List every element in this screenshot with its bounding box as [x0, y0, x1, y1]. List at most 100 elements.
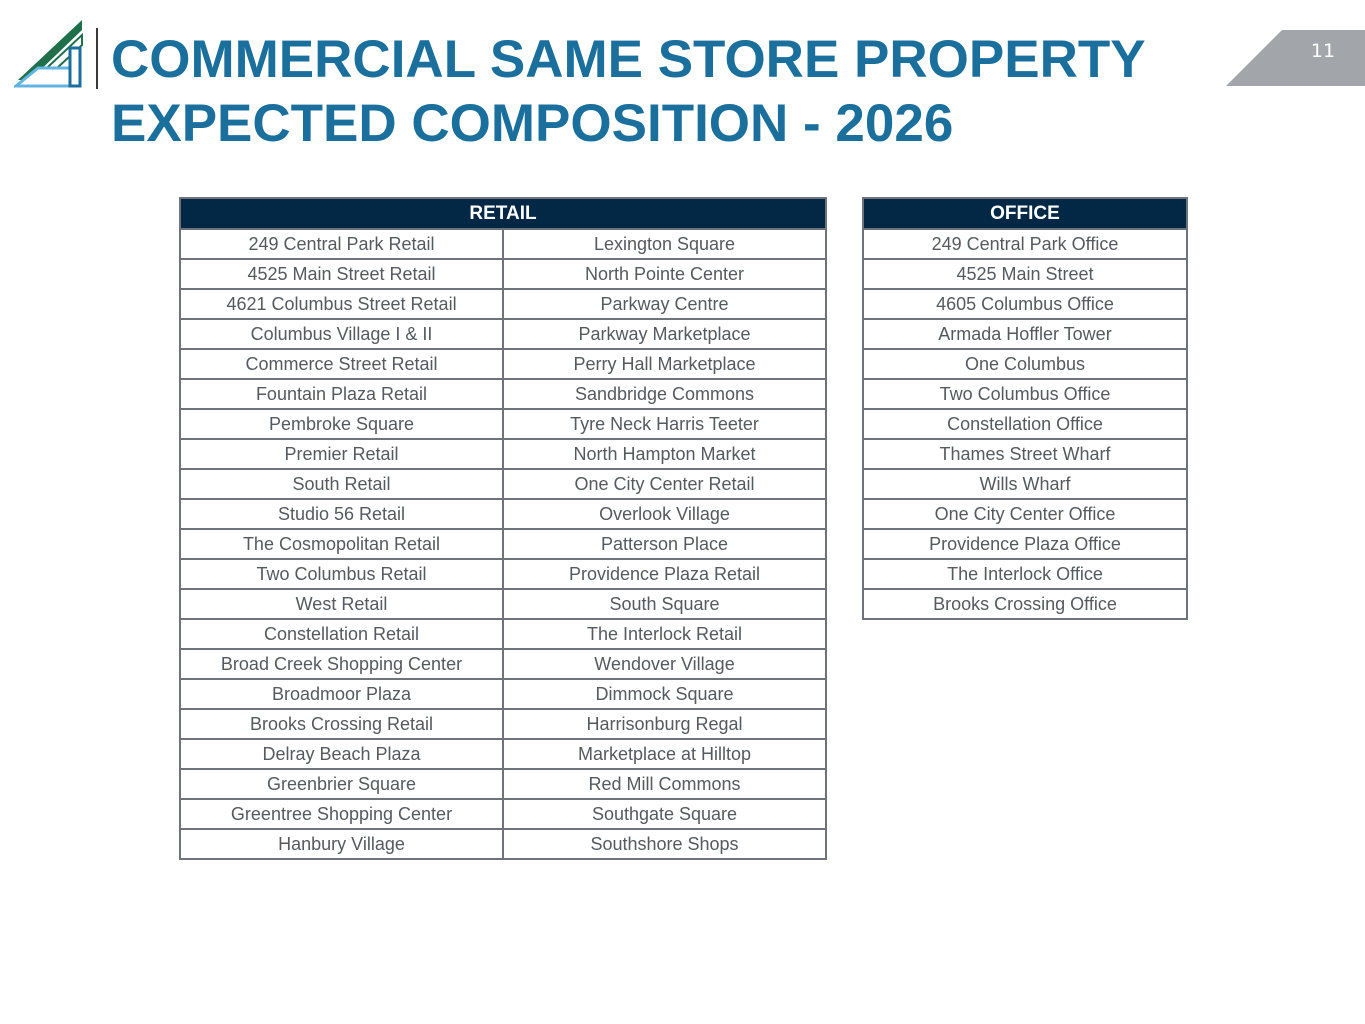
- retail-property-cell: Premier Retail: [179, 438, 504, 470]
- retail-property-cell: Overlook Village: [501, 498, 828, 530]
- table-row: Hanbury Village Southshore Shops: [179, 828, 828, 860]
- retail-property-cell: Hanbury Village: [179, 828, 504, 860]
- retail-property-cell: Delray Beach Plaza: [179, 738, 504, 770]
- table-row: One City Center Office: [862, 498, 1188, 530]
- table-row: Constellation Retail The Interlock Retail: [179, 618, 828, 650]
- retail-property-cell: Studio 56 Retail: [179, 498, 504, 530]
- page-title: COMMERCIAL SAME STORE PROPERTY EXPECTED …: [111, 28, 1146, 156]
- retail-property-cell: Harrisonburg Regal: [501, 708, 828, 740]
- retail-property-cell: Columbus Village I & II: [179, 318, 504, 350]
- office-table-header: OFFICE: [862, 197, 1188, 230]
- table-row: 4621 Columbus Street Retail Parkway Centr…: [179, 288, 828, 320]
- retail-property-cell: Lexington Square: [501, 228, 828, 260]
- page-title-line-2: EXPECTED COMPOSITION - 2026: [111, 94, 954, 153]
- retail-property-cell: Broadmoor Plaza: [179, 678, 504, 710]
- retail-property-cell: The Interlock Retail: [501, 618, 828, 650]
- retail-property-cell: The Cosmopolitan Retail: [179, 528, 504, 560]
- retail-property-cell: Patterson Place: [501, 528, 828, 560]
- office-property-cell: One Columbus: [862, 348, 1188, 380]
- table-row: 4525 Main Street: [862, 258, 1188, 290]
- office-property-cell: One City Center Office: [862, 498, 1188, 530]
- table-row: Two Columbus Office: [862, 378, 1188, 410]
- table-row: Brooks Crossing Retail Harrisonburg Regal: [179, 708, 828, 740]
- office-property-cell: Thames Street Wharf: [862, 438, 1188, 470]
- table-row: Greenbrier Square Red Mill Commons: [179, 768, 828, 800]
- retail-property-cell: 4621 Columbus Street Retail: [179, 288, 504, 320]
- office-property-cell: Constellation Office: [862, 408, 1188, 440]
- page-number-tab: [1226, 30, 1365, 86]
- table-row: 4525 Main Street Retail North Pointe Cent…: [179, 258, 828, 290]
- table-row: Wills Wharf: [862, 468, 1188, 500]
- table-row: Greentree Shopping Center Southgate Squar…: [179, 798, 828, 830]
- retail-property-cell: 249 Central Park Retail: [179, 228, 504, 260]
- retail-property-cell: Sandbridge Commons: [501, 378, 828, 410]
- office-property-cell: 4525 Main Street: [862, 258, 1188, 290]
- table-row: Two Columbus Retail Providence Plaza Reta…: [179, 558, 828, 590]
- table-row: Armada Hoffler Tower: [862, 318, 1188, 350]
- table-row: 249 Central Park Retail Lexington Square: [179, 228, 828, 260]
- retail-property-cell: North Pointe Center: [501, 258, 828, 290]
- office-property-cell: Two Columbus Office: [862, 378, 1188, 410]
- retail-property-cell: North Hampton Market: [501, 438, 828, 470]
- retail-property-cell: Greenbrier Square: [179, 768, 504, 800]
- retail-property-cell: 4525 Main Street Retail: [179, 258, 504, 290]
- table-row: Pembroke Square Tyre Neck Harris Teeter: [179, 408, 828, 440]
- retail-property-cell: Pembroke Square: [179, 408, 504, 440]
- company-logo-icon: [14, 20, 83, 88]
- office-property-cell: Armada Hoffler Tower: [862, 318, 1188, 350]
- retail-property-cell: Brooks Crossing Retail: [179, 708, 504, 740]
- table-row: Constellation Office: [862, 408, 1188, 440]
- retail-property-cell: Parkway Marketplace: [501, 318, 828, 350]
- retail-property-cell: Greentree Shopping Center: [179, 798, 504, 830]
- table-row: Fountain Plaza Retail Sandbridge Commons: [179, 378, 828, 410]
- page-number: 11: [1310, 40, 1336, 62]
- office-property-cell: Brooks Crossing Office: [862, 588, 1188, 620]
- retail-property-cell: Two Columbus Retail: [179, 558, 504, 590]
- table-row: Columbus Village I & II Parkway Marketpla…: [179, 318, 828, 350]
- table-row: Thames Street Wharf: [862, 438, 1188, 470]
- retail-table: RETAIL 249 Central Park Retail Lexington …: [178, 197, 828, 860]
- table-row: 4605 Columbus Office: [862, 288, 1188, 320]
- retail-property-cell: Red Mill Commons: [501, 768, 828, 800]
- retail-property-cell: Providence Plaza Retail: [501, 558, 828, 590]
- retail-property-cell: Tyre Neck Harris Teeter: [501, 408, 828, 440]
- office-property-cell: 249 Central Park Office: [862, 228, 1188, 260]
- retail-property-cell: Parkway Centre: [501, 288, 828, 320]
- table-row: Commerce Street Retail Perry Hall Marketp…: [179, 348, 828, 380]
- table-row: South Retail One City Center Retail: [179, 468, 828, 500]
- office-property-cell: Wills Wharf: [862, 468, 1188, 500]
- office-property-cell: Providence Plaza Office: [862, 528, 1188, 560]
- table-row: Studio 56 Retail Overlook Village: [179, 498, 828, 530]
- retail-property-cell: Constellation Retail: [179, 618, 504, 650]
- retail-property-cell: West Retail: [179, 588, 504, 620]
- retail-property-cell: South Square: [501, 588, 828, 620]
- retail-property-cell: Southshore Shops: [501, 828, 828, 860]
- table-row: Premier Retail North Hampton Market: [179, 438, 828, 470]
- retail-table-header: RETAIL: [178, 197, 828, 230]
- office-table: OFFICE 249 Central Park Office 4525 Main …: [862, 197, 1188, 620]
- retail-property-cell: Perry Hall Marketplace: [501, 348, 828, 380]
- table-row: Broad Creek Shopping Center Wendover Vill…: [179, 648, 828, 680]
- retail-property-cell: Commerce Street Retail: [179, 348, 504, 380]
- table-row: The Interlock Office: [862, 558, 1188, 590]
- office-property-cell: 4605 Columbus Office: [862, 288, 1188, 320]
- table-row: West Retail South Square: [179, 588, 828, 620]
- office-property-cell: The Interlock Office: [862, 558, 1188, 590]
- page-title-line-1: COMMERCIAL SAME STORE PROPERTY: [111, 30, 1146, 89]
- table-row: Providence Plaza Office: [862, 528, 1188, 560]
- table-row: Delray Beach Plaza Marketplace at Hilltop: [179, 738, 828, 770]
- retail-property-cell: Wendover Village: [501, 648, 828, 680]
- table-row: The Cosmopolitan Retail Patterson Place: [179, 528, 828, 560]
- table-row: One Columbus: [862, 348, 1188, 380]
- table-row: 249 Central Park Office: [862, 228, 1188, 260]
- table-row: Brooks Crossing Office: [862, 588, 1188, 620]
- header-divider: [96, 28, 98, 89]
- table-row: Broadmoor Plaza Dimmock Square: [179, 678, 828, 710]
- retail-property-cell: Dimmock Square: [501, 678, 828, 710]
- retail-property-cell: One City Center Retail: [501, 468, 828, 500]
- retail-property-cell: Marketplace at Hilltop: [501, 738, 828, 770]
- retail-property-cell: Southgate Square: [501, 798, 828, 830]
- retail-property-cell: Broad Creek Shopping Center: [179, 648, 504, 680]
- retail-property-cell: Fountain Plaza Retail: [179, 378, 504, 410]
- retail-property-cell: South Retail: [179, 468, 504, 500]
